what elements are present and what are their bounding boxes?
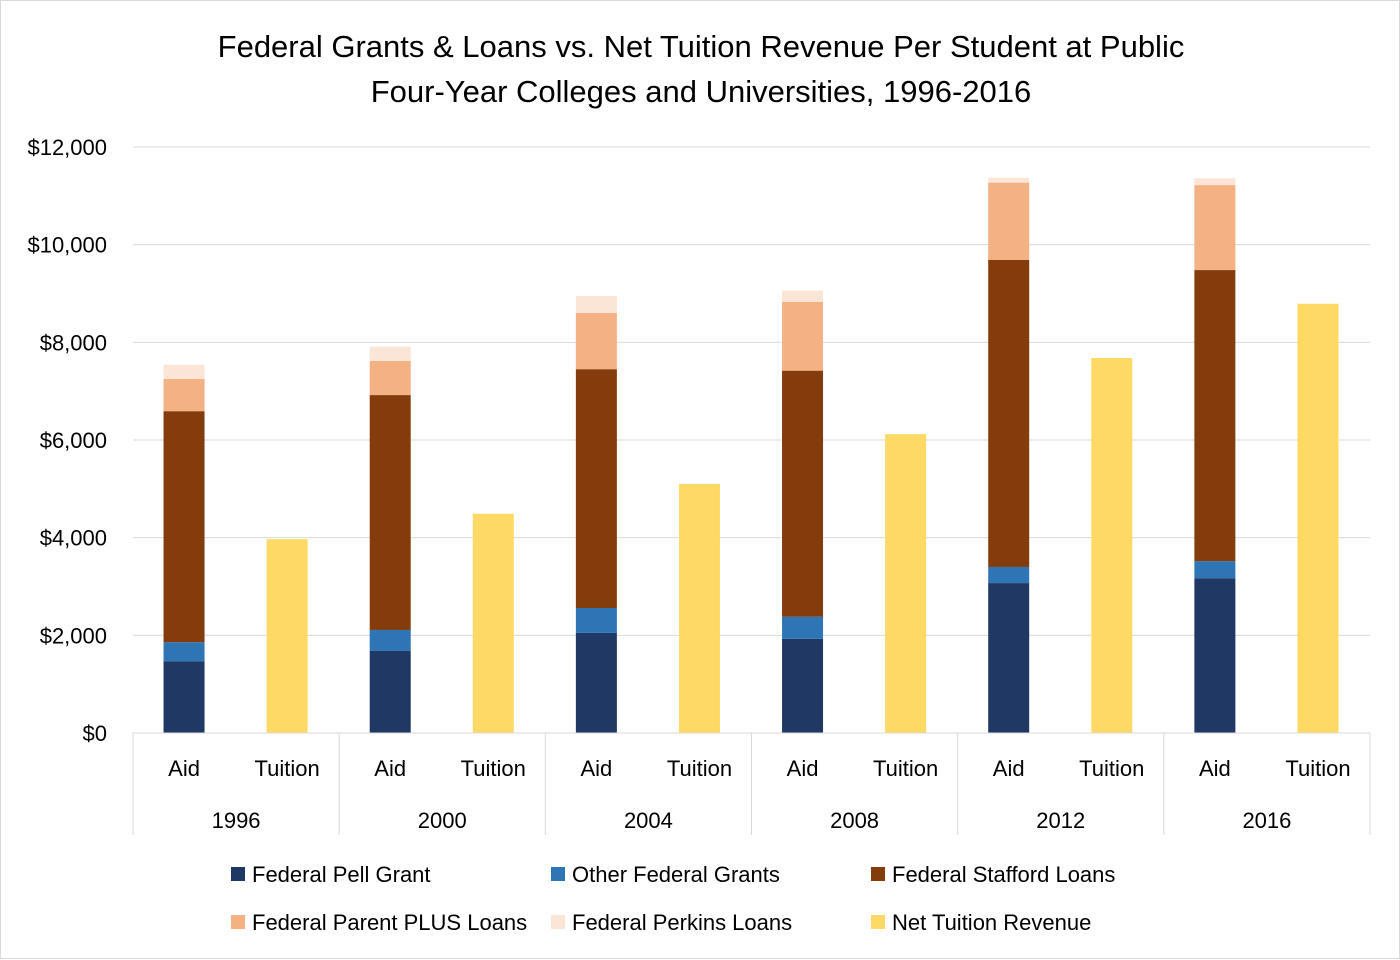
y-tick-label: $12,000	[27, 135, 107, 160]
x-year-label: 2016	[1242, 808, 1291, 833]
bar-net-tuition-revenue-2000	[472, 513, 514, 733]
bar-federal-parent-plus-loans-1996	[163, 378, 205, 412]
bar-federal-parent-plus-loans-2000	[369, 360, 411, 396]
x-subcategory-label: Tuition	[461, 756, 526, 781]
legend-swatch	[231, 867, 245, 881]
legend-label: Federal Stafford Loans	[892, 862, 1115, 887]
bar-federal-perkins-loans-2008	[782, 290, 824, 302]
x-subcategory-label: Aid	[787, 756, 819, 781]
bar-net-tuition-revenue-2012	[1091, 357, 1133, 733]
bar-federal-stafford-loans-2000	[369, 395, 411, 630]
bar-federal-perkins-loans-2000	[369, 346, 411, 361]
y-tick-label: $8,000	[40, 330, 107, 355]
x-subcategory-label: Tuition	[667, 756, 732, 781]
bar-other-federal-grants-1996	[163, 642, 205, 662]
x-subcategory-label: Aid	[993, 756, 1025, 781]
legend-label: Federal Perkins Loans	[572, 910, 792, 935]
y-tick-label: $10,000	[27, 233, 107, 258]
x-year-label: 1996	[212, 808, 261, 833]
x-subcategory-label: Aid	[374, 756, 406, 781]
chart-title-line-1: Federal Grants & Loans vs. Net Tuition R…	[218, 29, 1185, 64]
bar-other-federal-grants-2012	[988, 566, 1030, 584]
bar-federal-stafford-loans-2008	[782, 370, 824, 617]
bar-other-federal-grants-2008	[782, 616, 824, 639]
bar-other-federal-grants-2000	[369, 629, 411, 651]
x-year-label: 2004	[624, 808, 673, 833]
bar-federal-pell-grant-1996	[163, 661, 205, 733]
bar-federal-stafford-loans-2012	[988, 259, 1030, 567]
bar-federal-perkins-loans-2004	[575, 295, 617, 314]
bar-federal-parent-plus-loans-2012	[988, 182, 1030, 260]
legend-swatch	[231, 915, 245, 929]
x-subcategory-label: Tuition	[1285, 756, 1350, 781]
x-subcategory-label: Tuition	[873, 756, 938, 781]
bar-net-tuition-revenue-2008	[885, 434, 927, 733]
bar-federal-stafford-loans-2004	[575, 369, 617, 608]
x-subcategory-label: Tuition	[255, 756, 320, 781]
legend-swatch	[551, 867, 565, 881]
bar-federal-parent-plus-loans-2016	[1194, 185, 1236, 271]
x-year-label: 2012	[1036, 808, 1085, 833]
x-subcategory-label: Aid	[580, 756, 612, 781]
bar-federal-stafford-loans-1996	[163, 411, 205, 643]
bar-federal-pell-grant-2016	[1194, 578, 1236, 733]
bar-net-tuition-revenue-2016	[1297, 303, 1339, 733]
bar-federal-stafford-loans-2016	[1194, 270, 1236, 562]
bar-federal-pell-grant-2000	[369, 650, 411, 733]
y-tick-label: $6,000	[40, 428, 107, 453]
bar-other-federal-grants-2016	[1194, 561, 1236, 579]
bar-net-tuition-revenue-1996	[266, 539, 308, 733]
bar-federal-parent-plus-loans-2004	[575, 313, 617, 370]
legend-label: Net Tuition Revenue	[892, 910, 1091, 935]
bar-federal-parent-plus-loans-2008	[782, 301, 824, 371]
legend-swatch	[871, 915, 885, 929]
y-tick-label: $2,000	[40, 623, 107, 648]
bar-federal-perkins-loans-1996	[163, 364, 205, 379]
bar-federal-pell-grant-2004	[575, 632, 617, 733]
bar-other-federal-grants-2004	[575, 607, 617, 633]
bar-net-tuition-revenue-2004	[678, 483, 720, 733]
x-subcategory-label: Aid	[1199, 756, 1231, 781]
chart-title-line-2: Four-Year Colleges and Universities, 199…	[371, 74, 1032, 109]
x-subcategory-label: Tuition	[1079, 756, 1144, 781]
bar-federal-pell-grant-2008	[782, 638, 824, 733]
x-year-label: 2000	[418, 808, 467, 833]
bar-federal-perkins-loans-2012	[988, 177, 1030, 183]
bar-federal-perkins-loans-2016	[1194, 178, 1236, 186]
y-tick-label: $0	[83, 721, 107, 746]
y-tick-label: $4,000	[40, 526, 107, 551]
x-subcategory-label: Aid	[168, 756, 200, 781]
legend-swatch	[871, 867, 885, 881]
legend-label: Other Federal Grants	[572, 862, 780, 887]
bar-federal-pell-grant-2012	[988, 583, 1030, 733]
legend-label: Federal Pell Grant	[252, 862, 431, 887]
x-year-label: 2008	[830, 808, 879, 833]
legend-swatch	[551, 915, 565, 929]
legend-label: Federal Parent PLUS Loans	[252, 910, 527, 935]
